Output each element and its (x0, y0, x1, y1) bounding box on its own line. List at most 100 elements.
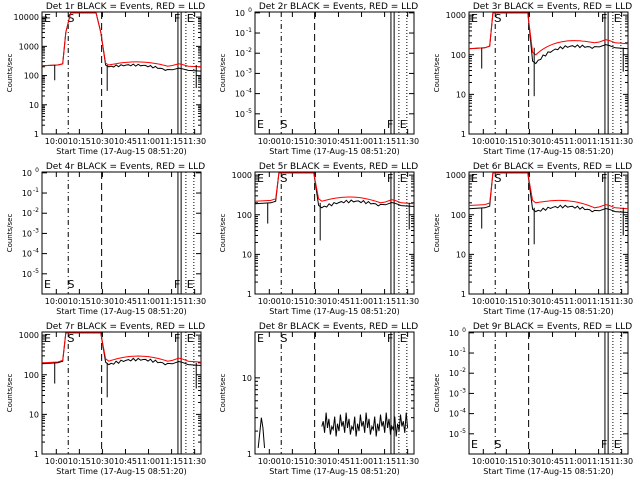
y-tick-exponent: -5 (33, 268, 39, 275)
event-marker-letter: F (601, 172, 607, 185)
x-tick-label: 11:30 (183, 137, 206, 146)
plot-frame (254, 171, 415, 295)
event-marker-letter: E (400, 118, 407, 131)
y-tick-label: 10 (456, 250, 466, 259)
y-tick-label: 100 (451, 51, 466, 60)
x-tick-label: 10:45 (541, 137, 564, 146)
x-tick-label: 11:00 (350, 457, 373, 466)
x-tick-label: 11:15 (587, 297, 610, 306)
x-axis-label: Start Time (17-Aug-15 08:51:20) (269, 307, 400, 316)
y-tick-label: 10 (22, 189, 32, 198)
x-tick-label: 11:00 (564, 137, 587, 146)
x-tick-label: 10:45 (114, 297, 137, 306)
event-marker-letter: E (44, 332, 51, 345)
x-tick-label: 11:30 (610, 297, 633, 306)
y-axis-label: Counts/sec (433, 214, 441, 253)
event-marker-letter: F (174, 12, 180, 25)
x-tick-label: 10:30 (518, 137, 541, 146)
panel-title: Det 6r BLACK = Events, RED = LLD (473, 162, 632, 172)
x-tick-label: 10:45 (541, 457, 564, 466)
x-tick-label: 11:30 (183, 297, 206, 306)
x-tick-label: 11:15 (373, 137, 396, 146)
event-marker-letter: E (400, 332, 407, 345)
event-marker-letter: S (67, 332, 74, 345)
y-tick-label: 10 (22, 169, 32, 178)
y-tick-label: 1 (247, 290, 252, 299)
x-tick-label: 10:15 (68, 297, 91, 306)
plot-frame (41, 331, 202, 455)
event-marker-letter: S (67, 12, 74, 25)
x-tick-label: 10:30 (518, 457, 541, 466)
x-tick-label: 10:45 (327, 297, 350, 306)
y-tick-label: 1000 (446, 171, 466, 180)
x-tick-label: 10:00 (45, 297, 68, 306)
plot-frame (468, 171, 629, 295)
x-tick-label: 11:00 (564, 457, 587, 466)
event-marker-letter: E (257, 172, 264, 185)
event-marker-letter: E (471, 12, 478, 25)
event-marker-letter: S (494, 438, 501, 451)
plot-frame (254, 11, 415, 135)
event-marker-letter: F (387, 118, 393, 131)
event-marker-letter: F (387, 332, 393, 345)
x-tick-label: 10:00 (45, 137, 68, 146)
x-tick-label: 11:15 (373, 457, 396, 466)
y-tick-exponent: -3 (33, 227, 39, 234)
y-tick-label: 10 (235, 49, 245, 58)
x-axis-label: Start Time (17-Aug-15 08:51:20) (56, 467, 187, 476)
event-marker-letter: E (187, 278, 194, 291)
event-marker-letter: F (174, 278, 180, 291)
y-tick-label: 1000 (19, 42, 39, 51)
panel-title: Det 8r BLACK = Events, RED = LLD (259, 322, 418, 332)
event-marker-letter: S (494, 12, 501, 25)
x-tick-label: 10:00 (45, 457, 68, 466)
x-tick-label: 10:15 (495, 457, 518, 466)
plot-frame (41, 11, 202, 135)
y-axis-label: Counts/sec (433, 54, 441, 93)
y-axis-label: Counts/sec (219, 54, 227, 93)
x-tick-label: 11:00 (350, 297, 373, 306)
y-tick-label: 10 (449, 369, 459, 378)
y-tick-label: 10 (22, 229, 32, 238)
x-tick-label: 10:30 (91, 457, 114, 466)
event-marker-letter: E (257, 332, 264, 345)
y-tick-exponent: -1 (460, 347, 466, 354)
y-tick-exponent: -2 (460, 367, 466, 374)
event-marker-letter: S (280, 172, 287, 185)
y-tick-label: 10 (22, 209, 32, 218)
panel-det-5: Det 5r BLACK = Events, RED = LLD 1 10 100 10… (219, 162, 419, 316)
x-tick-label: 11:15 (160, 137, 183, 146)
x-tick-label: 10:30 (304, 457, 327, 466)
x-tick-label: 11:00 (350, 137, 373, 146)
y-tick-exponent: -2 (246, 47, 252, 54)
y-tick-label: 100 (24, 72, 39, 81)
x-axis-label: Start Time (17-Aug-15 08:51:20) (56, 307, 187, 316)
event-marker-letter: E (614, 438, 621, 451)
x-tick-label: 10:30 (304, 297, 327, 306)
y-tick-label: 10 (235, 29, 245, 38)
y-tick-label: 10 (242, 374, 252, 383)
event-marker-letter: E (187, 332, 194, 345)
event-marker-letter: S (67, 278, 74, 291)
y-tick-label: 10 (449, 389, 459, 398)
panel-title: Det 5r BLACK = Events, RED = LLD (259, 162, 418, 172)
y-tick-label: 10000 (14, 13, 39, 22)
x-tick-label: 10:30 (304, 137, 327, 146)
y-tick-label: 1 (34, 450, 39, 459)
event-marker-letter: E (614, 172, 621, 185)
x-axis-label: Start Time (17-Aug-15 08:51:20) (269, 467, 400, 476)
y-tick-label: 100 (451, 211, 466, 220)
events-series-line (257, 417, 266, 449)
x-tick-label: 11:30 (396, 297, 419, 306)
x-tick-label: 11:15 (373, 297, 396, 306)
x-tick-label: 11:00 (137, 297, 160, 306)
y-tick-label: 1 (247, 450, 252, 459)
y-tick-exponent: -5 (246, 108, 252, 115)
y-tick-label: 1 (461, 290, 466, 299)
x-tick-label: 11:30 (396, 137, 419, 146)
plot-frame (254, 331, 415, 455)
y-tick-label: 100 (24, 371, 39, 380)
y-tick-label: 10 (22, 250, 32, 259)
panel-det-8: Det 8r BLACK = Events, RED = LLD 1 10 Count… (219, 322, 419, 476)
